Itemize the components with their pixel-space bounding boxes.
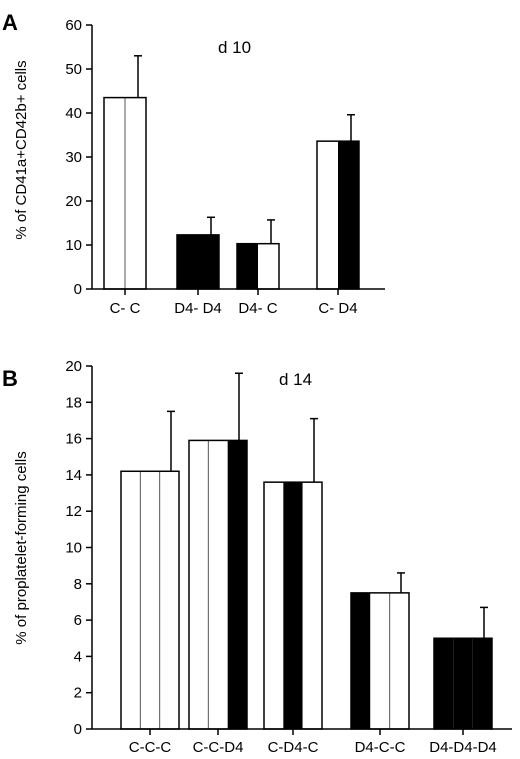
panel-b-x-tick-label: C-D4-C (268, 739, 319, 756)
bar-segment (264, 482, 284, 729)
panel-b-bar-ccc (120, 470, 180, 730)
panel-a-x-tick-label: D4- C (238, 300, 277, 317)
panel-b-y-tick-label: 14 (65, 467, 82, 484)
panel-a-y-tick-label: 30 (65, 149, 82, 166)
panel-b-y-tick-label: 6 (74, 612, 82, 629)
panel-a-y-tick-label: 0 (74, 281, 82, 298)
panel-a-y-ticks: 0 10 20 30 40 50 60 (65, 17, 92, 298)
panel-b-letter: B (2, 366, 18, 391)
panel-a-day-annotation: d 10 (218, 38, 251, 57)
bar-segment (389, 592, 409, 729)
panel-b-x-tick-label: C-C-D4 (193, 739, 244, 756)
panel-a-y-tick-label: 50 (65, 61, 82, 78)
panel-b-x-tick-label: C-C-C (129, 739, 172, 756)
bar-segment (283, 482, 303, 729)
panel-b-x-tick-label: D4-C-C (355, 739, 406, 756)
panel-a-bar-d4d4 (176, 234, 220, 290)
panel-a-bar-cd4 (316, 140, 360, 290)
bar-segment (159, 471, 179, 729)
panel-a-y-tick-label: 60 (65, 17, 82, 34)
bar-segment (198, 234, 219, 289)
panel-a-y-tick-label: 40 (65, 105, 82, 122)
panel-a-bar-d4c (236, 242, 280, 290)
panel-a-x-tick-label: D4- D4 (174, 300, 222, 317)
bar-segment (351, 592, 371, 729)
panel-b-y-tick-label: 0 (74, 721, 82, 738)
bar-segment (453, 638, 473, 729)
bar-segment (258, 243, 279, 289)
bar-segment (302, 482, 322, 729)
panel-a: A d 10 % of CD41a+CD42b+ cells 0 10 20 30 40… (2, 10, 385, 317)
panel-b-y-tick-label: 12 (65, 503, 82, 520)
panel-b-bar-d4d4d4 (433, 637, 493, 730)
panel-b-y-tick-label: 8 (74, 576, 82, 593)
bar-segment (338, 141, 359, 289)
panel-b-y-tick-label: 10 (65, 540, 82, 557)
panel-b-y-tick-label: 18 (65, 394, 82, 411)
bar-segment (208, 440, 228, 729)
panel-b-bars (120, 372, 493, 730)
panel-a-y-tick-label: 10 (65, 237, 82, 254)
bar-segment (104, 97, 125, 289)
panel-b: B d 14 % of proplatelet-forming cells 0 2… (2, 358, 512, 756)
panel-a-letter: A (2, 10, 18, 35)
bar-segment (227, 440, 247, 729)
panel-b-y-ticks: 0 2 4 6 8 10 12 14 16 18 20 (65, 358, 92, 738)
panel-b-y-tick-label: 16 (65, 431, 82, 448)
panel-b-y-tick-label: 2 (74, 685, 82, 702)
panel-a-y-tick-label: 20 (65, 193, 82, 210)
panel-b-day-annotation: d 14 (279, 370, 312, 389)
bar-segment (370, 592, 390, 729)
panel-b-bar-cd4c (263, 481, 323, 730)
bar-segment (237, 243, 258, 289)
panel-a-y-axis-label: % of CD41a+CD42b+ cells (13, 60, 30, 239)
bar-segment (125, 97, 146, 289)
panel-b-y-tick-label: 20 (65, 358, 82, 375)
panel-b-x-tick-label: D4-D4-D4 (429, 739, 497, 756)
bar-segment (434, 638, 454, 729)
panel-b-bar-ccd4 (188, 439, 248, 730)
bar-segment (317, 141, 338, 289)
panel-b-bar-d4cc (350, 592, 410, 730)
panel-a-x-tick-labels: C- C D4- D4 D4- C C- D4 (110, 289, 358, 317)
bar-segment (140, 471, 160, 729)
panel-a-bar-cc (103, 96, 147, 290)
panel-a-x-tick-label: C- D4 (318, 300, 357, 317)
bar-segment (189, 440, 209, 729)
panel-b-x-tick-labels: C-C-C C-C-D4 C-D4-C D4-C-C D4-D4-D4 (129, 729, 497, 756)
panel-a-bars (103, 55, 360, 290)
bar-segment (472, 638, 492, 729)
panel-b-y-tick-label: 4 (74, 648, 82, 665)
bar-segment (121, 471, 141, 729)
bar-segment (177, 234, 198, 289)
panel-b-y-axis-label: % of proplatelet-forming cells (13, 451, 30, 644)
panel-a-x-tick-label: C- C (110, 300, 141, 317)
